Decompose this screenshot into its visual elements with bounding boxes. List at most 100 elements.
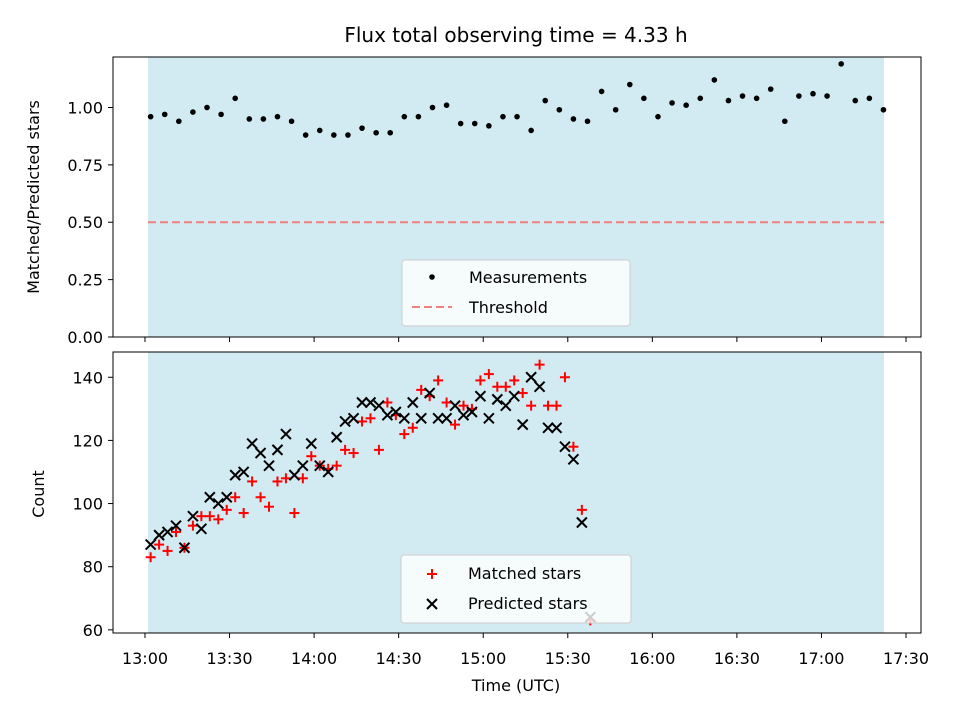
bottom-legend-box	[400, 554, 632, 624]
matched-star-point	[416, 384, 427, 395]
bottom-legend: Matched stars Predicted stars	[400, 554, 632, 624]
predicted-star-point	[390, 406, 402, 418]
measurement-point	[655, 113, 661, 120]
measurement-point	[401, 113, 408, 120]
top-panel: 0.00 0.25 0.50 0.75 1.00 Matched/Predicted s…	[24, 56, 922, 347]
measurement-point	[260, 116, 267, 122]
measurement-point	[556, 106, 563, 113]
predicted-star-point	[221, 491, 233, 503]
predicted-star-point	[576, 516, 588, 529]
measurement-point	[725, 97, 732, 104]
measurement-point	[626, 81, 633, 88]
measurement-point	[782, 118, 788, 125]
top-legend: Measurements Threshold	[401, 259, 631, 327]
predicted-star-point	[288, 469, 301, 481]
matched-star-point	[450, 419, 461, 430]
measurement-point	[161, 111, 168, 118]
measurement-point	[669, 100, 675, 106]
measurement-point	[824, 93, 830, 99]
measurement-points	[147, 61, 887, 138]
predicted-star-point	[356, 396, 368, 409]
predicted-star-point	[542, 422, 554, 434]
predicted-star-point	[398, 412, 411, 425]
x-tick-label: 13:00	[122, 649, 168, 668]
predicted-star-point	[559, 441, 571, 453]
matched-star-point	[517, 388, 528, 399]
matched-star-point	[204, 511, 215, 522]
y-tick-label: 80	[83, 558, 103, 577]
measurement-point	[683, 102, 689, 108]
matched-star-point	[559, 372, 570, 383]
matched-star-point	[526, 400, 537, 411]
predicted-star-point	[516, 418, 529, 431]
y-tick-label: 100	[72, 495, 103, 514]
matched-star-point	[221, 504, 232, 515]
predicted-star-point	[457, 409, 470, 421]
x-tick-label: 15:00	[460, 649, 506, 668]
predicted-star-point	[178, 542, 191, 554]
matched-star-point	[280, 473, 291, 484]
x-tick-label: 13:30	[207, 649, 253, 668]
matched-star-point	[340, 444, 351, 455]
matched-star-point	[441, 397, 452, 408]
predicted-star-point	[254, 447, 267, 459]
measurement-point	[880, 106, 887, 113]
top-x-ticks	[144, 337, 907, 342]
matched-star-point	[357, 416, 368, 427]
x-tick-label: 16:30	[714, 649, 760, 668]
predicted-star-point	[347, 412, 360, 425]
predicted-star-point	[567, 453, 580, 466]
measurement-point	[387, 129, 394, 136]
matched-star-point	[247, 476, 258, 487]
measurement-point	[204, 104, 210, 111]
matched-star-point	[365, 413, 376, 424]
predicted-star-point	[161, 526, 174, 538]
legend-predicted-marker	[426, 598, 438, 610]
bottom-plot-frame	[112, 351, 922, 634]
predicted-star-point	[305, 437, 317, 450]
measurement-point	[316, 127, 323, 134]
matched-star-point	[407, 422, 418, 433]
measurement-point	[584, 118, 591, 125]
measurement-point	[302, 132, 309, 138]
predicted-star-point	[449, 399, 461, 412]
y-tick-label: 140	[72, 368, 103, 387]
predicted-star-point	[533, 381, 546, 393]
bottom-y-axis-label: Count	[29, 470, 48, 518]
matched-star-point	[551, 400, 562, 411]
measurement-point	[641, 95, 647, 102]
matched-star-point	[492, 381, 503, 392]
matched-star-point	[289, 508, 300, 519]
predicted-star-point	[373, 399, 385, 412]
matched-star-point	[187, 520, 198, 531]
measurement-point	[176, 118, 182, 125]
measurement-point	[218, 111, 224, 118]
matched-star-point	[154, 539, 165, 550]
matched-star-point	[382, 397, 393, 408]
measurement-point	[457, 120, 464, 127]
predicted-star-point	[483, 412, 495, 425]
measurement-point	[359, 125, 365, 131]
measurement-point	[443, 102, 450, 108]
matched-star-point	[196, 511, 207, 522]
predicted-star-point	[330, 431, 343, 443]
x-tick-label: 14:00	[291, 649, 337, 668]
matched-star-point	[272, 476, 283, 487]
legend-threshold-label: Threshold	[468, 298, 548, 317]
predicted-star-point	[297, 459, 309, 472]
measurement-point	[345, 132, 351, 138]
predicted-star-point	[491, 393, 504, 406]
x-axis-label: Time (UTC)	[471, 676, 560, 695]
measurement-point	[852, 97, 859, 104]
y-tick-label: 0.50	[67, 213, 103, 232]
predicted-star-point	[508, 390, 520, 402]
measurement-point	[246, 116, 253, 122]
matched-star-point	[306, 451, 317, 462]
predicted-star-point	[525, 371, 537, 383]
predicted-star-point	[500, 399, 512, 412]
legend-measurements-label: Measurements	[469, 268, 587, 287]
predicted-star-point	[187, 510, 199, 522]
measurement-point	[373, 129, 379, 136]
